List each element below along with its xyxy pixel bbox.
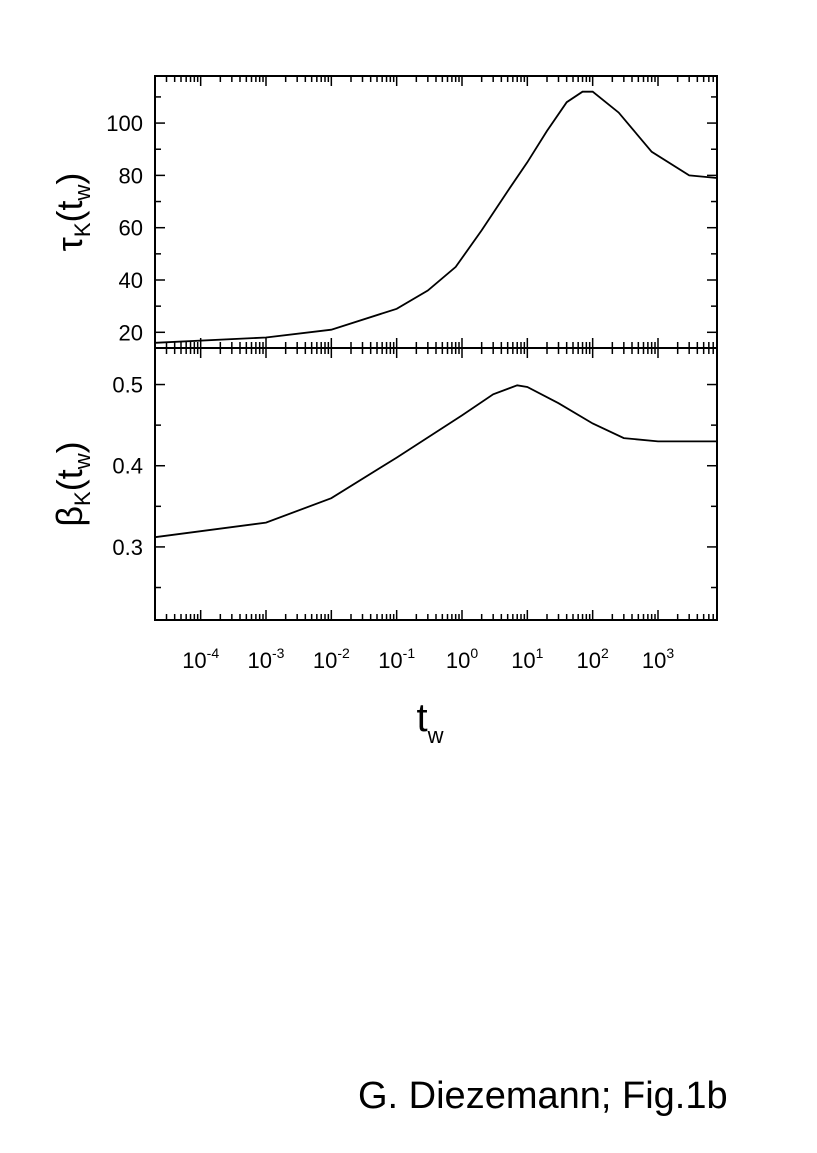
- tau-y-tick-label: 20: [119, 320, 143, 345]
- beta-series-line: [154, 384, 717, 539]
- tau-y-tick-label: 60: [119, 216, 143, 241]
- beta-plot-frame: [154, 347, 718, 621]
- beta-y-tick-label: 0.5: [112, 373, 143, 398]
- y-axis-titles: τK(tw) βK(tw): [49, 173, 95, 527]
- beta-y-axis-title-text: βK(tw): [49, 441, 95, 526]
- x-tick-label: 10-2: [313, 645, 350, 673]
- x-tick-label: 10-3: [248, 645, 285, 673]
- x-tick-label: 102: [577, 645, 609, 673]
- x-axis-title: tw: [416, 696, 443, 748]
- x-tick-label: 100: [446, 645, 478, 673]
- beta-y-tick-label: 0.3: [112, 535, 143, 560]
- beta-panel: 0.3 0.4 0.5: [112, 347, 718, 621]
- tau-plot-frame: [154, 75, 718, 349]
- tau-y-axis-title: τK(tw): [49, 173, 95, 252]
- beta-y-axis-title: βK(tw): [49, 441, 95, 526]
- x-axis-tick-labels: 10-4 10-3 10-2 10-1 100 101 102 103: [182, 645, 674, 673]
- tau-y-tick-label: 100: [106, 111, 143, 136]
- x-axis-title-text: tw: [416, 696, 443, 748]
- x-tick-label: 101: [511, 645, 543, 673]
- x-tick-label: 10-4: [182, 645, 219, 673]
- figure-caption: G. Diezemann; Fig.1b: [358, 1075, 728, 1117]
- tau-series-line: [154, 90, 718, 344]
- tau-y-tick-label: 80: [119, 163, 143, 188]
- beta-y-tick-label: 0.4: [112, 454, 143, 479]
- tau-y-axis-title-text: τK(tw): [49, 173, 95, 252]
- x-tick-label: 103: [642, 645, 674, 673]
- tau-y-tick-label: 40: [119, 268, 143, 293]
- x-tick-label: 10-1: [378, 645, 415, 673]
- tau-panel: 20 40 60 80 100: [106, 75, 718, 349]
